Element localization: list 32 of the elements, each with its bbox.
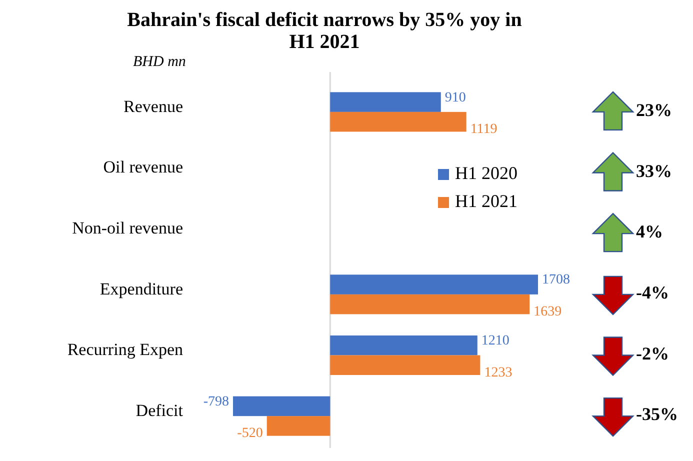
data-label: 1708 (542, 272, 570, 288)
bar (330, 355, 480, 376)
data-label: -520 (237, 426, 263, 442)
legend-label: H1 2021 (455, 191, 518, 212)
data-label: -798 (203, 394, 229, 410)
bar (330, 92, 441, 112)
chart-subtitle: BHD mn (133, 54, 186, 70)
legend-label: H1 2020 (455, 163, 518, 184)
bar (330, 335, 478, 356)
y-tick-label: Expenditure (100, 279, 183, 298)
bar (233, 396, 330, 416)
y-tick-label: Oil revenue (103, 158, 183, 177)
text: -2% (636, 343, 669, 364)
y-tick-label: Non-oil revenue (72, 218, 183, 238)
data-label: 910 (444, 90, 466, 106)
chart-title: Bahrain's fiscal deficit narrows by 35% yoy in H1 2021 (127, 9, 522, 53)
text: 23% (636, 100, 672, 120)
data-label: 1119 (470, 122, 498, 138)
y-tick-label: Deficit (136, 400, 184, 420)
data-label: 1233 (484, 365, 512, 380)
text: 4% (636, 222, 663, 242)
y-tick-label: Recurring Expen (67, 340, 184, 360)
bar (330, 274, 538, 294)
text: -4% (636, 282, 669, 303)
y-tick-label: Revenue (124, 96, 183, 116)
text: -35% (636, 404, 678, 424)
text: 33% (636, 160, 672, 181)
data-label: 1210 (481, 334, 510, 349)
bar (266, 416, 330, 436)
data-label: 1639 (534, 304, 562, 320)
bar (330, 112, 466, 132)
bar (330, 294, 530, 314)
